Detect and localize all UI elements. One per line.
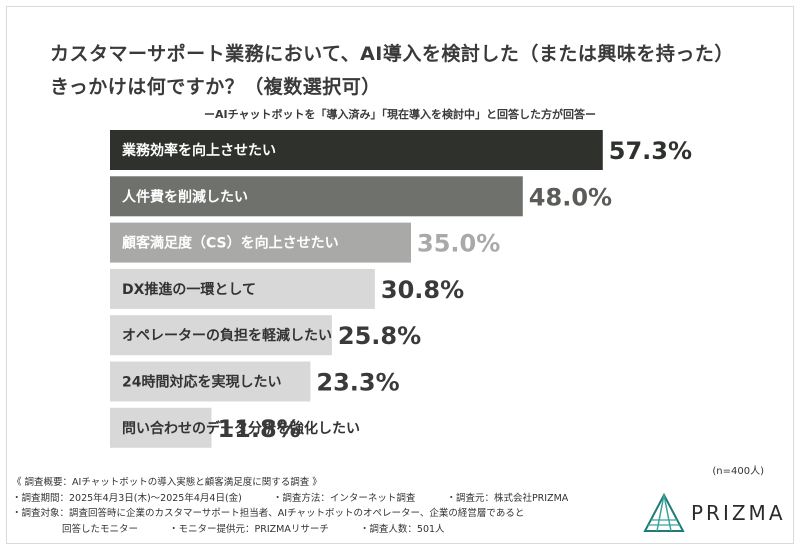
survey-target-1: ・調査対象：調査回答時に企業のカスタマーサポート担当者、AIチャットボットのオペ… xyxy=(12,508,525,519)
prizma-logo: PRIZMA xyxy=(643,492,786,533)
survey-count: ・調査人数：501人 xyxy=(359,523,445,535)
survey-target-2: 回答したモニター xyxy=(62,523,139,535)
bar-7 xyxy=(110,407,212,448)
bar-4 xyxy=(110,268,375,309)
bar-5 xyxy=(110,315,332,356)
chart-title: カスタマーサポート業務において、AI導入を検討した（または興味を持った） きっか… xyxy=(50,38,770,104)
bar-3 xyxy=(110,222,411,263)
bar-label-3: 顧客満足度（CS）を向上させたい xyxy=(122,235,339,252)
logo-text: PRIZMA xyxy=(691,501,786,525)
bar-2 xyxy=(110,176,523,217)
bar-label-5: オペレーターの負担を軽減したい xyxy=(122,327,332,344)
bar-6 xyxy=(110,361,311,402)
bar-value-1: 57.3% xyxy=(609,137,692,165)
survey-provider: ・モニター提供元：PRIZMAリサーチ xyxy=(169,523,329,535)
bar-label-1: 業務効率を向上させたい xyxy=(121,142,276,159)
title-line-1: カスタマーサポート業務において、AI導入を検討した（または興味を持った） xyxy=(50,43,734,65)
survey-organizer: ・調査元：株式会社PRIZMA xyxy=(446,492,569,504)
survey-method: ・調査方法：インターネット調査 xyxy=(272,492,416,504)
bar-label-2: 人件費を削減したい xyxy=(122,188,248,205)
bar-label-7: 問い合わせのデータ分析を強化したい xyxy=(122,420,360,437)
survey-period: ・調査期間：2025年4月3日(木)〜2025年4月4日(金) xyxy=(12,492,242,504)
bar-label-4: DX推進の一環として xyxy=(122,281,256,298)
bar-value-2: 48.0% xyxy=(529,183,612,211)
bar-value-7: 11.8% xyxy=(217,415,300,443)
bar-value-5: 25.8% xyxy=(338,322,421,350)
bar-chart: 業務効率を向上させたい 57.3% 人件費を削減したい 48.0% 顧客満足度（CS）を… xyxy=(110,130,692,448)
bar-label-6: 24時間対応を実現したい xyxy=(122,374,281,391)
survey-footer: 《 調査概要：AIチャットボットの導入実態と顧客満足度に関する調査 》 ・調査期… xyxy=(12,475,568,537)
bar-value-3: 35.0% xyxy=(417,230,500,258)
bar-value-6: 23.3% xyxy=(316,369,399,397)
sample-size-note: (n=400人) xyxy=(712,466,764,477)
title-line-2: きっかけは何ですか？（複数選択可） xyxy=(50,76,381,98)
chart-subtitle: ーAIチャットボットを「導入済み」「現在導入を検討中」と回答した方が回答ー xyxy=(204,108,596,121)
survey-overview: 《 調査概要：AIチャットボットの導入実態と顧客満足度に関する調査 》 xyxy=(12,477,322,488)
bar-value-4: 30.8% xyxy=(381,276,464,304)
prizma-triangle-icon xyxy=(643,492,685,532)
bar-1 xyxy=(110,130,603,170)
